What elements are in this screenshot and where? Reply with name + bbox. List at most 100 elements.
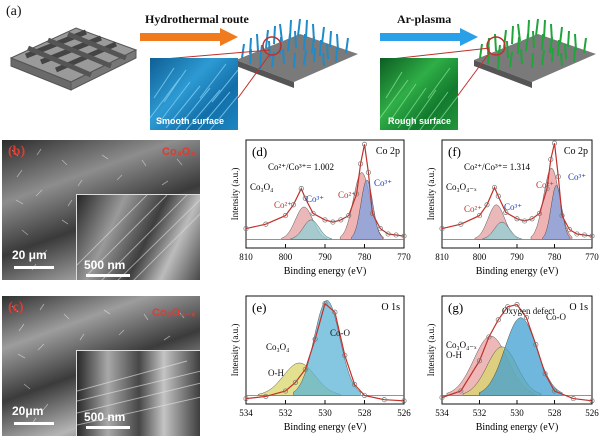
x-tick-label-d: 790 — [318, 252, 332, 262]
x-tick-label-e: 534 — [239, 408, 253, 418]
data-point-f — [439, 226, 445, 232]
x-tick-label-g: 532 — [473, 408, 487, 418]
data-point-d — [310, 210, 316, 216]
data-point-f — [521, 218, 528, 224]
x-tick-label-e: 526 — [397, 408, 411, 418]
hydrothermal-arrow — [140, 28, 238, 46]
data-point-d — [354, 191, 360, 197]
data-point-d — [243, 226, 249, 232]
x-tick-label-f: 780 — [548, 252, 562, 262]
peak-label-g: O-H — [446, 350, 462, 360]
chart-title-d: Co 2p — [376, 146, 400, 157]
peak-label-f: Co²⁺ — [464, 204, 482, 214]
x-tick-label-d: 770 — [397, 252, 411, 262]
data-point-f — [458, 221, 464, 227]
data-point-f — [589, 233, 595, 239]
data-point-g — [551, 388, 558, 394]
sem-image-c: (c) Co₃O₄₋ₓ 20μm 500 nm — [2, 296, 200, 436]
panel-label-e: (e) — [252, 300, 266, 315]
x-tick-label-g: 528 — [548, 408, 562, 418]
sample-label-e: Co₃O₄ — [266, 342, 289, 352]
green-nanowire-array — [474, 18, 596, 88]
scale-label-c-inset: 500 nm — [84, 410, 126, 424]
data-point-f — [581, 232, 588, 238]
x-tick-label-d: 810 — [239, 252, 253, 262]
blue-nanowire-array — [236, 18, 358, 88]
panel-b-label: (b) — [8, 144, 26, 159]
panel-label-g: (g) — [448, 300, 463, 315]
envelope-curve-g — [441, 303, 593, 402]
data-point-f — [536, 210, 543, 216]
data-point-e — [322, 301, 328, 307]
x-axis-label-e: Binding energy (eV) — [284, 422, 367, 433]
fitted-peak-g-2 — [479, 317, 563, 396]
peak-label-f: Co³⁺ — [568, 172, 586, 182]
data-point-g — [523, 315, 529, 321]
x-axis-label-g: Binding energy (eV) — [476, 422, 559, 433]
x-tick-label-e: 528 — [358, 408, 372, 418]
data-point-d — [290, 202, 296, 208]
data-point-e — [312, 336, 318, 342]
scale-bar-c-inset — [86, 426, 130, 429]
data-point-d — [385, 231, 391, 237]
x-axis-label-d: Binding energy (eV) — [284, 266, 367, 277]
sem-inset-c — [76, 350, 200, 436]
smooth-surface-text: Smooth surface — [156, 116, 225, 126]
data-point-g — [495, 317, 501, 323]
panel-c-label: (c) — [8, 300, 24, 315]
peak-label-f: Co³⁺ — [504, 202, 522, 212]
fitted-peak-d-1 — [290, 219, 332, 240]
data-point-f — [529, 216, 535, 222]
y-axis-label-d: Intensity (a.u.) — [230, 168, 240, 221]
data-point-f — [491, 184, 498, 191]
x-tick-label-f: 810 — [435, 252, 449, 262]
data-point-f — [566, 227, 573, 233]
x-tick-label-e: 530 — [318, 408, 332, 418]
x-tick-label-d: 780 — [358, 252, 372, 262]
x-tick-label-g: 530 — [510, 408, 524, 418]
chart-title-g: O 1s — [569, 302, 588, 313]
data-point-f — [544, 186, 550, 192]
x-tick-label-g: 534 — [435, 408, 449, 418]
peak-label-g: Oxygen defect — [502, 306, 555, 316]
peak-label-d: Co³⁺ — [306, 194, 324, 204]
data-point-g — [505, 304, 511, 310]
sem-image-b: (b) Co₃O₄ 20 μm 500 nm — [2, 140, 200, 280]
data-point-g — [533, 342, 539, 348]
data-point-e — [302, 366, 308, 372]
hydrothermal-route-text: Hydrothermal route — [145, 12, 249, 26]
fitted-peak-d-3 — [351, 179, 383, 240]
data-point-f — [548, 156, 554, 162]
peak-label-e: Co-O — [330, 328, 351, 338]
ar-plasma-arrow — [380, 28, 478, 46]
data-point-d — [330, 219, 336, 225]
sem-inset-b — [76, 194, 200, 280]
sample-label-f: Co₃O₄₋ₓ — [446, 182, 477, 192]
data-point-e — [332, 309, 338, 315]
data-point-g — [486, 334, 492, 340]
peak-label-f: Co²⁺ — [536, 180, 554, 190]
ratio-annotation-f: Co²⁺/Co³⁺= 1.314 — [464, 162, 530, 172]
data-point-e — [292, 379, 298, 385]
peak-label-d: Co²⁺ — [274, 200, 292, 210]
peak-label-e: O-H — [268, 368, 284, 378]
fitted-peak-e-1 — [293, 300, 361, 396]
panel-b-phase-label: Co₃O₄ — [162, 146, 196, 158]
scale-label-c-main: 20μm — [12, 404, 44, 418]
data-point-f — [551, 140, 558, 146]
data-point-d — [282, 213, 289, 219]
data-point-f — [476, 213, 483, 219]
y-axis-label-e: Intensity (a.u.) — [230, 324, 240, 377]
fitted-peak-f-1 — [482, 221, 522, 240]
data-point-d — [365, 169, 371, 175]
x-tick-label-e: 532 — [279, 408, 293, 418]
chart-title-f: Co 2p — [564, 146, 588, 157]
x-tick-label-g: 526 — [585, 408, 599, 418]
data-point-f — [514, 216, 520, 222]
data-point-d — [369, 210, 375, 216]
data-point-f — [495, 193, 501, 199]
data-point-d — [377, 226, 383, 232]
data-point-f — [559, 213, 565, 219]
scale-label-b-inset: 500 nm — [84, 258, 126, 272]
data-point-d — [346, 213, 352, 219]
